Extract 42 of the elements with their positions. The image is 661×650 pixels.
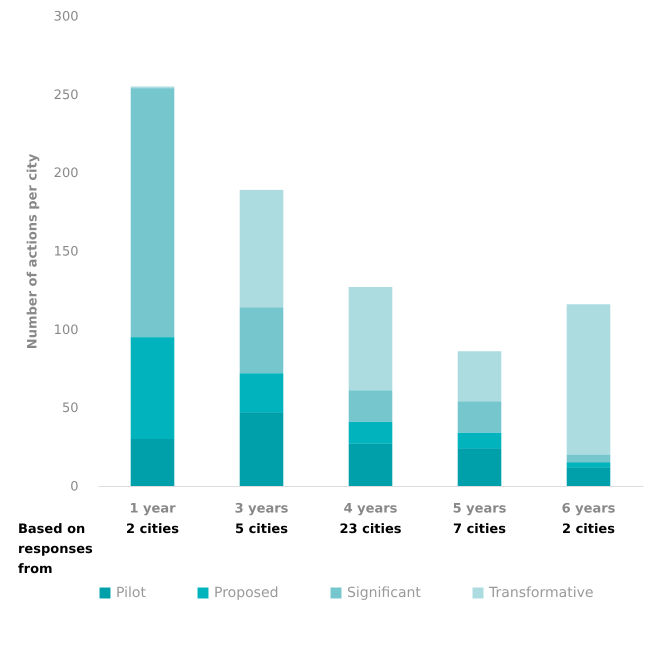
y-tick-label: 200 <box>54 166 78 182</box>
y-tick-label: 100 <box>54 322 78 338</box>
bar <box>240 412 284 486</box>
text: 7 cities <box>453 522 506 537</box>
text: Based on responses from <box>18 522 94 577</box>
y-tick-label: 300 <box>54 10 78 24</box>
y-tick-label: 150 <box>54 244 78 260</box>
bar <box>458 351 502 402</box>
bar <box>566 304 610 455</box>
bar <box>566 462 610 468</box>
x-tick-label: 4 years <box>344 502 398 516</box>
bar <box>130 337 174 439</box>
bar <box>240 373 284 412</box>
legend-label: Significant <box>347 585 422 601</box>
bar <box>458 448 502 486</box>
y-tick-label: 50 <box>62 401 78 416</box>
bar <box>348 422 392 444</box>
bar <box>458 432 502 448</box>
bar <box>566 467 610 486</box>
text: 5 cities <box>235 522 288 537</box>
legend-label: Transformative <box>488 585 594 601</box>
legend-label: Pilot <box>116 585 146 601</box>
x-tick-label: 5 years <box>452 502 507 516</box>
text: 2 cities <box>126 522 180 537</box>
x-tick-label: 1 year <box>129 502 176 516</box>
y-axis-title: Number of actions per city <box>26 153 41 350</box>
text: 2 cities <box>562 522 616 537</box>
text: 23 cities <box>339 522 402 537</box>
x-tick-label: 3 years <box>234 502 289 516</box>
bar <box>348 287 392 390</box>
y-tick-label: 250 <box>54 88 78 103</box>
bar <box>348 390 392 422</box>
x-tick-label: 6 years <box>562 502 616 516</box>
bar <box>240 190 284 308</box>
bar <box>130 439 174 486</box>
bar <box>566 454 610 462</box>
bar <box>348 444 392 486</box>
bar <box>130 88 174 338</box>
y-tick-label: 0 <box>70 480 78 494</box>
bar <box>240 307 284 374</box>
legend-label: Proposed <box>214 585 278 601</box>
bar <box>458 401 502 433</box>
